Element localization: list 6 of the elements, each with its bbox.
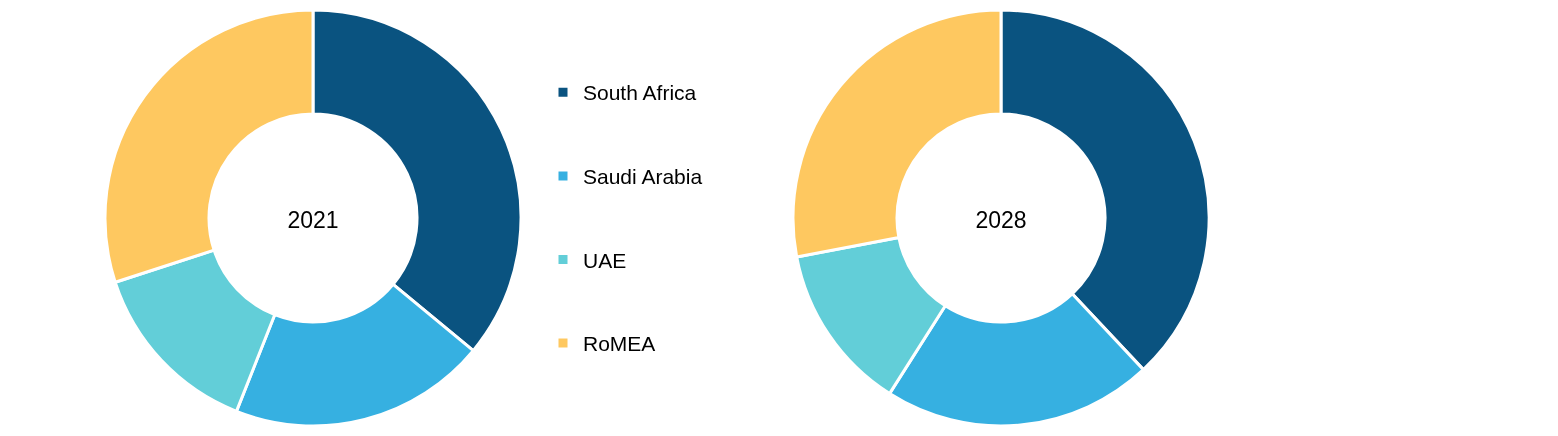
legend-label: South Africa <box>583 81 697 105</box>
legend-label: UAE <box>583 248 627 272</box>
legend-label: RoMEA <box>583 332 656 356</box>
legend-label: Saudi Arabia <box>583 164 703 188</box>
slice-label: 2021 <box>287 207 339 233</box>
slice-label: 2028 <box>975 207 1027 233</box>
